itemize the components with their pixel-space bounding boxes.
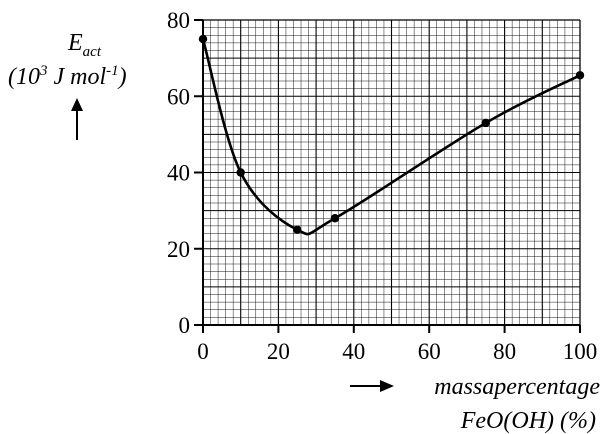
data-point xyxy=(198,34,208,44)
x-tick-label: 20 xyxy=(267,339,290,364)
x-tick-label: 60 xyxy=(418,339,441,364)
data-point xyxy=(575,71,585,80)
data-curve xyxy=(201,38,581,236)
x-tick-label: 40 xyxy=(342,339,365,364)
y-axis-label-symbol: Eact xyxy=(67,30,102,60)
data-point xyxy=(481,118,490,128)
x-axis-arrow xyxy=(350,380,394,392)
x-tick-label: 100 xyxy=(563,339,598,364)
grid xyxy=(202,19,581,326)
y-tick-label: 20 xyxy=(167,237,190,262)
data-points xyxy=(198,34,585,234)
x-tick-label: 80 xyxy=(493,339,516,364)
data-point xyxy=(293,225,302,234)
y-axis-label-unit: (103 J mol-1) xyxy=(8,63,127,90)
x-axis-label-line1: massapercentage xyxy=(434,374,600,400)
y-tick-label: 60 xyxy=(167,84,190,109)
y-tick-label: 40 xyxy=(167,161,190,186)
data-point xyxy=(236,168,245,177)
plot-frame xyxy=(194,19,581,333)
tick-labels: 0 20 40 60 80 0 20 40 60 80 100 xyxy=(167,8,597,364)
y-tick-label: 80 xyxy=(167,8,190,33)
x-tick-label: 0 xyxy=(197,339,209,364)
data-point xyxy=(330,214,340,223)
y-axis-arrow xyxy=(71,98,83,140)
y-tick-label: 0 xyxy=(179,313,191,338)
x-axis-label-line2: FeO(OH) (%) xyxy=(460,408,596,434)
